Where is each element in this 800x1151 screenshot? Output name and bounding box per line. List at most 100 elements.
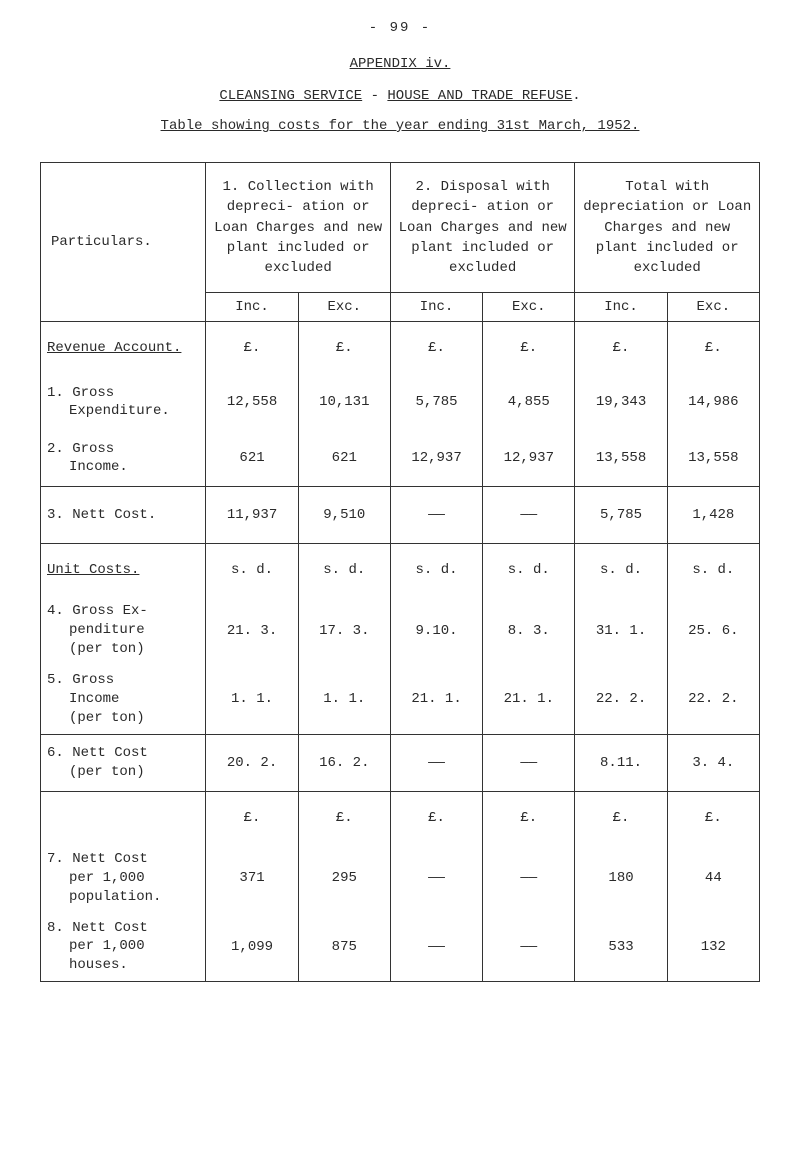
- r6-label-b: (per ton): [47, 763, 200, 782]
- r5-c3i: 22. 2.: [575, 665, 667, 734]
- r3-c2i: ——: [390, 487, 482, 544]
- r2-c3i: 13,558: [575, 430, 667, 487]
- r1-label: 1. Gross Expenditure.: [41, 374, 206, 430]
- row-1: 1. Gross Expenditure. 12,558 10,131 5,78…: [41, 374, 760, 430]
- header-particulars: Particulars.: [41, 163, 206, 322]
- r7-label-c: population.: [47, 888, 200, 907]
- hdr-c1-inc: Inc.: [206, 293, 298, 322]
- r7-c1e: 295: [298, 844, 390, 913]
- r7-label: 7. Nett Cost per 1,000 population.: [41, 844, 206, 913]
- r4-c3e: 25. 6.: [667, 596, 759, 665]
- r1-c3i: 19,343: [575, 374, 667, 430]
- row-3: 3. Nett Cost. 11,937 9,510 —— —— 5,785 1…: [41, 487, 760, 544]
- rev-c2e-unit: £.: [483, 322, 575, 375]
- r5-label-c: (per ton): [47, 709, 200, 728]
- r4-label-b: penditure: [47, 621, 200, 640]
- hdr-c3-inc: Inc.: [575, 293, 667, 322]
- rev-c3e-unit: £.: [667, 322, 759, 375]
- r4-c2e: 8. 3.: [483, 596, 575, 665]
- r3-c1i: 11,937: [206, 487, 298, 544]
- r8-label-b: per 1,000: [47, 937, 200, 956]
- r6-c2e: ——: [483, 734, 575, 791]
- r5-c1i: 1. 1.: [206, 665, 298, 734]
- r1-c2i: 5,785: [390, 374, 482, 430]
- r5-c1e: 1. 1.: [298, 665, 390, 734]
- row-pound-2: £. £. £. £. £. £.: [41, 791, 760, 844]
- r3-c3e: 1,428: [667, 487, 759, 544]
- r4-c2i: 9.10.: [390, 596, 482, 665]
- r6-label-a: 6. Nett Cost: [47, 745, 148, 761]
- r5-c3e: 22. 2.: [667, 665, 759, 734]
- r8-label-c: houses.: [47, 956, 200, 975]
- p2-c2i: £.: [390, 791, 482, 844]
- row-7: 7. Nett Cost per 1,000 population. 371 2…: [41, 844, 760, 913]
- r2-label: 2. Gross Income.: [41, 430, 206, 487]
- section-unit: Unit Costs.: [41, 544, 206, 597]
- p2-c1e: £.: [298, 791, 390, 844]
- row-4: 4. Gross Ex- penditure (per ton) 21. 3. …: [41, 596, 760, 665]
- r4-c3i: 31. 1.: [575, 596, 667, 665]
- r8-c3e: 132: [667, 913, 759, 982]
- r5-label: 5. Gross Income (per ton): [41, 665, 206, 734]
- r7-c2e: ——: [483, 844, 575, 913]
- row-unit-header: Unit Costs. s. d. s. d. s. d. s. d. s. d…: [41, 544, 760, 597]
- r7-c2i: ——: [390, 844, 482, 913]
- r6-c3e: 3. 4.: [667, 734, 759, 791]
- r6-c1e: 16. 2.: [298, 734, 390, 791]
- header-row-1: Particulars. 1. Collection with depreci-…: [41, 163, 760, 293]
- hdr-c2-inc: Inc.: [390, 293, 482, 322]
- r7-label-b: per 1,000: [47, 869, 200, 888]
- appendix-title: APPENDIX iv.: [40, 56, 760, 72]
- p2-c1i: £.: [206, 791, 298, 844]
- table-caption: Table showing costs for the year ending …: [40, 118, 760, 134]
- row-revenue-header: Revenue Account. £. £. £. £. £. £.: [41, 322, 760, 375]
- r4-c1e: 17. 3.: [298, 596, 390, 665]
- r5-c2i: 21. 1.: [390, 665, 482, 734]
- row-6: 6. Nett Cost (per ton) 20. 2. 16. 2. —— …: [41, 734, 760, 791]
- rev-c1i-unit: £.: [206, 322, 298, 375]
- r7-c3i: 180: [575, 844, 667, 913]
- header-col3: Total with depreciation or Loan Charges …: [575, 163, 760, 293]
- unit-c1e-unit: s. d.: [298, 544, 390, 597]
- r3-c2e: ——: [483, 487, 575, 544]
- r6-c3i: 8.11.: [575, 734, 667, 791]
- r1-c2e: 4,855: [483, 374, 575, 430]
- unit-c1i-unit: s. d.: [206, 544, 298, 597]
- r8-c2e: ——: [483, 913, 575, 982]
- header-col1: 1. Collection with depreci- ation or Loa…: [206, 163, 391, 293]
- row-8: 8. Nett Cost per 1,000 houses. 1,099 875…: [41, 913, 760, 982]
- row-5: 5. Gross Income (per ton) 1. 1. 1. 1. 21…: [41, 665, 760, 734]
- hdr-c3-exc: Exc.: [667, 293, 759, 322]
- r1-label-b: Expenditure.: [47, 402, 200, 421]
- r1-c3e: 14,986: [667, 374, 759, 430]
- r1-c1i: 12,558: [206, 374, 298, 430]
- r8-c1i: 1,099: [206, 913, 298, 982]
- section-revenue: Revenue Account.: [41, 322, 206, 375]
- r7-c1i: 371: [206, 844, 298, 913]
- r6-label: 6. Nett Cost (per ton): [41, 734, 206, 791]
- r4-c1i: 21. 3.: [206, 596, 298, 665]
- r7-c3e: 44: [667, 844, 759, 913]
- hdr-c2-exc: Exc.: [483, 293, 575, 322]
- service-sep: -: [362, 88, 387, 104]
- p2-c3e: £.: [667, 791, 759, 844]
- service-part2: HOUSE AND TRADE REFUSE: [387, 88, 572, 104]
- hdr-c1-exc: Exc.: [298, 293, 390, 322]
- r8-label-a: 8. Nett Cost: [47, 920, 148, 936]
- r8-c1e: 875: [298, 913, 390, 982]
- r5-label-b: Income: [47, 690, 200, 709]
- r4-label-c: (per ton): [47, 640, 200, 659]
- p2-c2e: £.: [483, 791, 575, 844]
- r8-c2i: ——: [390, 913, 482, 982]
- r2-label-b: Income.: [47, 458, 200, 477]
- service-part1: CLEANSING SERVICE: [219, 88, 362, 104]
- r2-c2e: 12,937: [483, 430, 575, 487]
- row-2: 2. Gross Income. 621 621 12,937 12,937 1…: [41, 430, 760, 487]
- costs-table: Particulars. 1. Collection with depreci-…: [40, 162, 760, 982]
- pound2-blank: [41, 791, 206, 844]
- header-col2: 2. Disposal with depreci- ation or Loan …: [390, 163, 575, 293]
- r7-label-a: 7. Nett Cost: [47, 851, 148, 867]
- rev-c3i-unit: £.: [575, 322, 667, 375]
- r4-label: 4. Gross Ex- penditure (per ton): [41, 596, 206, 665]
- unit-c3i-unit: s. d.: [575, 544, 667, 597]
